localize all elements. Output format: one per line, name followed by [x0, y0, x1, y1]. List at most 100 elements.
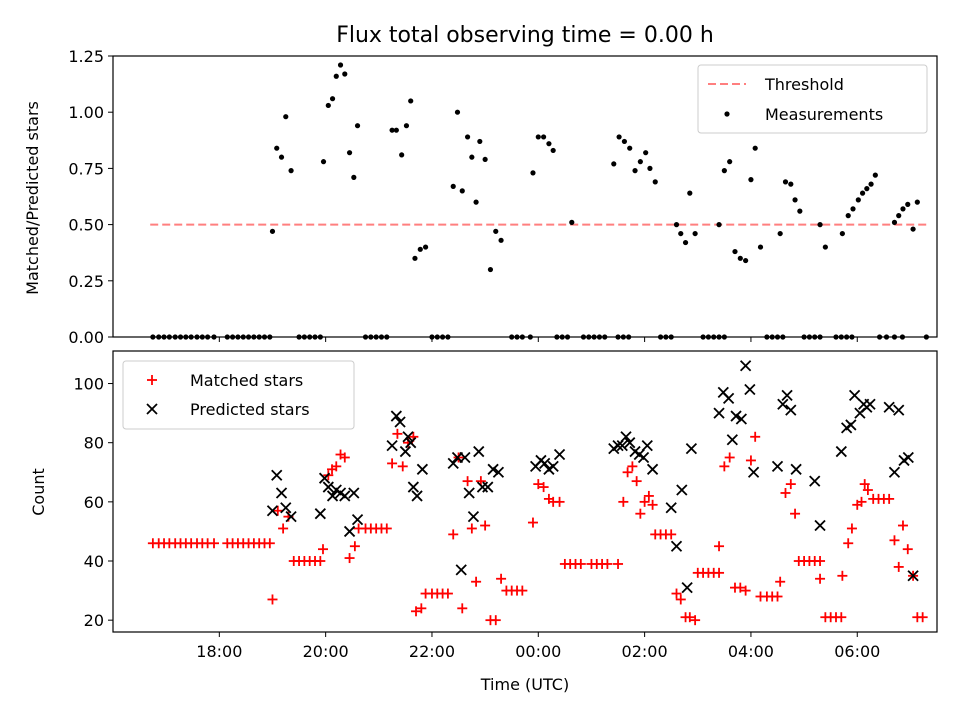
measurement-point: [855, 197, 861, 203]
predicted-star-point: [487, 463, 499, 475]
matched-star-point: [496, 573, 507, 584]
matched-star-point: [893, 561, 904, 572]
matched-star-point: [836, 612, 847, 623]
matched-star-point: [462, 476, 473, 487]
predicted-star-point: [455, 564, 467, 576]
measurement-point: [632, 168, 638, 174]
predicted-star-point: [888, 466, 901, 478]
cross-b: [785, 404, 797, 416]
predicted-star-point: [339, 490, 351, 502]
measurement-point: [454, 109, 461, 115]
measurement-point: [621, 138, 628, 145]
measurement-point: [743, 257, 749, 264]
cross-b: [322, 481, 334, 493]
predicted-star-point: [902, 451, 914, 464]
measurement-point: [269, 228, 276, 234]
measurement-point: [412, 255, 418, 261]
predicted-star-point: [883, 401, 895, 413]
measurement-point: [487, 266, 494, 273]
cross-b: [670, 540, 683, 552]
matched-star-point: [639, 496, 650, 507]
matched-star-point: [339, 452, 350, 463]
matched-star-point: [622, 467, 633, 478]
matched-star-point: [714, 541, 725, 552]
predicted-star-point: [402, 431, 414, 443]
cross-b: [902, 451, 914, 464]
measurement-point: [541, 134, 547, 140]
matched-star-point: [675, 594, 686, 605]
cross-b: [492, 466, 505, 478]
measurement-point: [283, 114, 289, 120]
measurement-point: [896, 213, 902, 219]
measurement-point: [530, 170, 536, 176]
bottom-x-tick-label: 22:00: [409, 642, 455, 661]
predicted-star-point: [275, 487, 288, 499]
cross-b: [835, 445, 847, 458]
matched-star-point: [392, 428, 403, 439]
measurement-point: [333, 73, 339, 79]
cross-b: [285, 511, 297, 523]
matched-star-point: [714, 567, 725, 578]
matched-star-point: [790, 508, 801, 519]
measurement-point: [687, 190, 693, 196]
measurement-point: [905, 201, 911, 207]
measurement-point: [389, 127, 395, 133]
measurement-point: [678, 230, 684, 237]
bottom-x-tick-label: 00:00: [515, 642, 561, 661]
cross-b: [459, 451, 471, 464]
measurement-point: [859, 190, 866, 196]
measurement-point: [337, 62, 344, 68]
cross-b: [280, 502, 292, 514]
predicted-star-point: [893, 404, 905, 416]
matched-star-point: [631, 476, 642, 487]
cross-b: [888, 466, 901, 478]
measurement-point: [417, 246, 423, 252]
matched-star-point: [846, 523, 857, 534]
cross-b: [334, 487, 347, 499]
bottom-axes: 20 40 60 80 100 18:00 20:00 22:00 00:00 02:00 04:0…: [73, 350, 938, 661]
predicted-star-point: [146, 403, 158, 415]
measurement-point: [616, 134, 622, 140]
cross-b: [629, 445, 641, 458]
cross-b: [407, 481, 419, 493]
predicted-star-point: [739, 360, 752, 372]
measurement-point: [459, 188, 465, 194]
cross-b: [547, 460, 559, 472]
predicted-star-point: [390, 410, 402, 422]
predicted-star-point: [386, 440, 398, 452]
bottom-x-axis-label: Time (UTC): [480, 675, 569, 694]
cross-b: [402, 431, 414, 443]
measurement-point: [637, 159, 643, 165]
top-plot-area: [150, 62, 929, 340]
measurement-point: [817, 222, 823, 228]
matched-star-point: [719, 461, 730, 472]
matched-star-point: [843, 538, 854, 549]
cross-b: [809, 475, 821, 487]
cross-b: [893, 404, 905, 416]
matched-star-point: [884, 493, 895, 504]
cross-b: [781, 389, 793, 402]
predicted-star-point: [620, 431, 632, 443]
predicted-star-point: [476, 481, 489, 493]
measurement-point: [721, 168, 727, 174]
top-y-tick-label: 1.25: [68, 47, 104, 66]
measurement-point: [329, 96, 336, 102]
matched-star-point: [264, 538, 275, 549]
cross-b: [330, 484, 342, 496]
matched-star-point: [349, 541, 360, 552]
predicted-star-point: [322, 481, 334, 493]
matched-star-point: [785, 479, 796, 490]
cross-b: [455, 564, 467, 576]
matched-star-point: [344, 553, 355, 564]
measurement-point: [910, 226, 916, 232]
matched-star-point: [837, 570, 848, 581]
cross-b: [722, 392, 735, 404]
predicted-star-point: [676, 484, 688, 496]
measurement-point: [422, 244, 429, 250]
legend-predicted-label: Predicted stars: [190, 400, 310, 419]
matched-star-point: [889, 535, 900, 546]
predicted-star-point: [624, 437, 636, 449]
matched-star-point: [331, 461, 342, 472]
cross-b: [447, 457, 459, 470]
predicted-star-point: [318, 472, 331, 484]
